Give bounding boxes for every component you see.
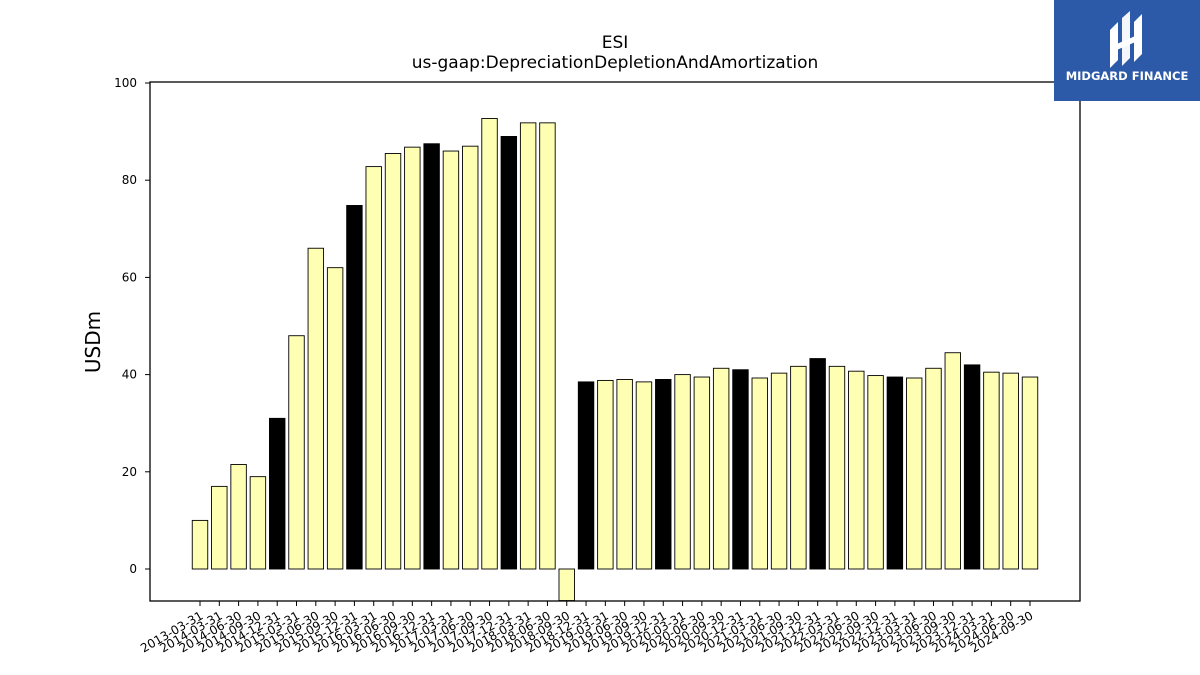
bar-2022-06-30: [848, 370, 865, 570]
bar-2013-03-31: [191, 519, 209, 570]
bar-2014-09-30: [249, 476, 267, 570]
bar-2024-03-31: [983, 371, 1000, 570]
logo-text: MIDGARD FINANCE: [1065, 69, 1189, 83]
bar-2015-09-30: [326, 267, 344, 570]
bar-2019-12-31: [655, 379, 672, 570]
bar-2017-03-31: [442, 150, 460, 570]
bar-2017-09-30: [481, 118, 498, 570]
bar-2019-09-30: [635, 381, 653, 570]
bar-2015-03-31: [288, 335, 305, 570]
bar-2018-12-31: [577, 381, 595, 570]
bar-2023-12-31: [963, 364, 981, 570]
bar-2022-12-31: [886, 376, 904, 570]
bar-2019-03-31: [597, 379, 614, 570]
bar-2017-06-30: [462, 145, 479, 570]
bar-2021-06-30: [770, 372, 788, 570]
bar-2016-12-31: [423, 143, 440, 570]
plot-frame: [149, 81, 1081, 602]
y-tick-label: 100: [114, 76, 137, 90]
bar-2018-03-31: [519, 122, 537, 570]
bars-group: [191, 118, 1039, 602]
brand-logo: MIDGARD FINANCE: [1054, 0, 1200, 101]
logo-mark-icon: [1110, 11, 1142, 68]
bar-2015-12-31: [346, 205, 363, 570]
bar-2016-09-30: [404, 146, 421, 570]
bar-2016-06-30: [384, 153, 402, 570]
bar-2019-06-30: [616, 379, 633, 570]
bar-2021-09-30: [790, 365, 807, 570]
bar-2021-12-31: [809, 358, 826, 570]
bar-2020-06-30: [693, 376, 711, 570]
bar-2014-12-31: [269, 417, 286, 570]
chart-subtitle: us-gaap:DepreciationDepletionAndAmortiza…: [412, 53, 819, 73]
bar-2023-03-31: [905, 377, 923, 570]
bar-2017-12-31: [500, 136, 518, 570]
y-tick-label: 60: [122, 270, 137, 284]
bar-2021-03-31: [751, 377, 768, 570]
bar-2022-03-31: [828, 365, 846, 570]
bar-2020-03-31: [674, 374, 691, 570]
bar-2020-12-31: [732, 369, 749, 570]
x-axis-ticks: 2013-03-312014-03-312014-06-302014-09-30…: [138, 601, 1036, 655]
chart-title: ESI: [602, 33, 629, 53]
bar-2020-09-30: [712, 367, 730, 570]
bar-2018-09-30: [558, 568, 575, 602]
bar-2023-06-30: [925, 367, 942, 570]
y-tick-label: 40: [122, 368, 137, 382]
y-axis-ticks: 0 20 40 60 80 100: [114, 76, 150, 576]
bar-2014-03-31: [211, 485, 228, 570]
bar-2024-09-30: [1021, 376, 1039, 570]
bar-2014-06-30: [230, 464, 247, 570]
bar-2022-09-30: [867, 375, 884, 570]
y-tick-label: 0: [129, 562, 137, 576]
bar-2018-06-30: [539, 122, 556, 570]
y-axis-label: USDm: [81, 311, 105, 373]
y-tick-label: 20: [122, 465, 137, 479]
bar-2024-06-30: [1002, 372, 1019, 570]
bar-2015-06-30: [307, 247, 325, 570]
y-tick-label: 80: [122, 173, 137, 187]
bar-2023-09-30: [944, 352, 961, 570]
bar-2016-03-31: [365, 166, 382, 570]
